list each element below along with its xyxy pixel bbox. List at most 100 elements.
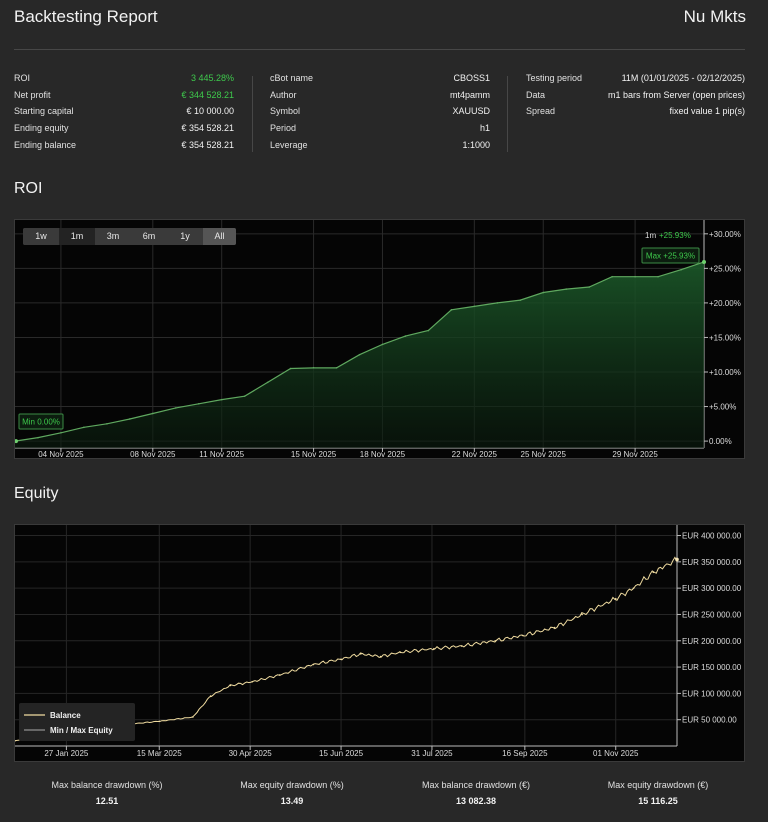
- roi-x-tick-label: 18 Nov 2025: [360, 450, 406, 458]
- roi-x-tick-label: 22 Nov 2025: [452, 450, 498, 458]
- equity-section-title: Equity: [14, 485, 59, 502]
- roi-point: [312, 367, 315, 369]
- equity-x-tick-label: 30 Apr 2025: [229, 749, 273, 758]
- setting-stat-value: 11M (01/01/2025 - 02/12/2025): [621, 73, 745, 84]
- perf-stat-row: Ending equity € 354 528.21: [14, 120, 234, 137]
- brand-name: Nu Mkts: [683, 7, 746, 26]
- roi-x-tick-label: 15 Nov 2025: [291, 450, 337, 458]
- perf-stat-row: Ending balance € 354 528.21: [14, 136, 234, 153]
- drawdown-label: Max equity drawdown (%): [240, 780, 344, 790]
- roi-point: [60, 432, 62, 434]
- equity-y-tick-label: EUR 200 000.00: [682, 637, 742, 646]
- setting-stat-value: fixed value 1 pip(s): [669, 106, 745, 117]
- equity-chart-svg: EUR 400 000.00 EUR 350 000.00 EUR 300 000.…: [15, 525, 742, 758]
- setting-stat-row: Data m1 bars from Server (open prices): [526, 87, 745, 104]
- roi-point: [680, 268, 682, 271]
- balance-point: [494, 639, 496, 642]
- roi-point: [266, 381, 269, 384]
- setting-stat-label: Spread: [526, 106, 556, 117]
- drawdown-label: Max balance drawdown (%): [51, 780, 163, 790]
- roi-min-label-box: [18, 413, 64, 430]
- balance-point: [632, 587, 635, 589]
- perf-stat-label: ROI: [14, 73, 31, 84]
- perf-stat-value: € 354 528.21: [181, 139, 234, 150]
- bot-stat-value: CBOSS1: [453, 73, 490, 84]
- bot-stat-row: Period h1: [270, 120, 490, 137]
- balance-point: [614, 597, 617, 600]
- roi-point: [220, 398, 223, 401]
- perf-stat-label: Net profit: [14, 89, 51, 100]
- roi-point: [37, 436, 39, 439]
- roi-point: [519, 299, 522, 301]
- drawdown-value: 13 082.38: [455, 796, 497, 806]
- roi-point: [106, 423, 108, 425]
- balance-point: [433, 647, 435, 650]
- roi-period-label: 1m: [645, 231, 656, 240]
- drawdown-value: 12.51: [95, 796, 119, 806]
- balance-point: [581, 613, 583, 616]
- bot-stat-row: Author mt4pamm: [270, 87, 490, 104]
- report-title: Backtesting Report: [14, 7, 158, 26]
- roi-point: [657, 275, 659, 278]
- roi-point: [381, 343, 384, 346]
- drawdown-label: Max balance drawdown (€): [421, 780, 531, 790]
- roi-x-tick-label: 11 Nov 2025: [199, 450, 244, 458]
- perf-stat-value: 3 445.28%: [190, 73, 234, 84]
- range-button-3m[interactable]: 3m: [95, 228, 131, 245]
- roi-y-tick-label: +15.00%: [709, 333, 741, 342]
- roi-min-marker: [15, 439, 18, 444]
- roi-point: [197, 402, 200, 405]
- roi-point: [427, 329, 430, 332]
- equity-end-marker: [675, 557, 679, 562]
- balance-point: [360, 653, 362, 655]
- roi-point: [473, 305, 476, 308]
- bot-stat-row: Symbol XAUUSD: [270, 103, 490, 120]
- range-button-1m[interactable]: 1m: [59, 228, 95, 245]
- summary-col-performance: ROI 3 445.28% Net profit € 344 528.21 Starti…: [14, 70, 234, 153]
- summary-col-bot: cBot name CBOSS1 Author mt4pamm Symbol XAUUSD…: [270, 70, 490, 153]
- roi-point: [243, 395, 246, 397]
- bot-stat-label: Period: [270, 123, 297, 134]
- balance-point: [652, 571, 655, 574]
- roi-x-tick-label: 08 Nov 2025: [130, 450, 176, 458]
- balance-point: [15, 739, 16, 742]
- range-button-1y[interactable]: 1y: [167, 228, 203, 245]
- drawdown-stat: Max balance drawdown (%) 12.51: [17, 780, 197, 806]
- balance-point: [460, 645, 463, 647]
- balance-point: [522, 634, 524, 637]
- setting-stat-row: Testing period 11M (01/01/2025 - 02/12/20…: [526, 70, 745, 87]
- roi-max-marker: [702, 259, 706, 264]
- equity-chart[interactable]: EUR 400 000.00 EUR 350 000.00 EUR 300 000.…: [14, 524, 745, 762]
- legend-balance-label: Balance: [50, 711, 81, 720]
- equity-y-tick-label: EUR 250 000.00: [682, 610, 742, 619]
- bot-stat-value: 1:1000: [462, 139, 490, 150]
- balance-point: [279, 674, 281, 676]
- perf-stat-row: Starting capital € 10 000.00: [14, 103, 234, 120]
- roi-max-label-box: [641, 247, 700, 264]
- drawdown-stat: Max equity drawdown (%) 13.49: [202, 780, 382, 806]
- balance-point: [209, 695, 212, 697]
- balance-point: [251, 681, 253, 683]
- roi-y-tick-label: +20.00%: [709, 299, 741, 308]
- summary-divider-1: [252, 76, 253, 152]
- roi-y-tick-label: +30.00%: [709, 230, 741, 239]
- equity-y-tick-label: EUR 150 000.00: [682, 663, 742, 672]
- equity-x-tick-label: 15 Mar 2025: [137, 749, 182, 758]
- balance-point: [379, 655, 382, 658]
- range-button-All[interactable]: All: [203, 228, 236, 245]
- range-button-6m[interactable]: 6m: [131, 228, 167, 245]
- balance-point: [340, 658, 342, 660]
- drawdown-stat: Max equity drawdown (€) 15 116.25: [568, 780, 748, 806]
- roi-y-tick-label: +5.00%: [709, 403, 736, 412]
- equity-y-tick-label: EUR 100 000.00: [682, 689, 742, 698]
- balance-point: [229, 684, 232, 687]
- range-button-1w[interactable]: 1w: [23, 228, 59, 245]
- roi-y-tick-label: 0.00%: [709, 437, 732, 446]
- balance-point: [312, 663, 315, 666]
- roi-min-label: Min 0.00%: [22, 418, 60, 427]
- roi-point: [542, 291, 545, 294]
- setting-stat-row: Spread fixed value 1 pip(s): [526, 103, 745, 120]
- bot-stat-label: Leverage: [270, 139, 308, 150]
- perf-stat-label: Ending balance: [14, 139, 77, 150]
- roi-chart[interactable]: +30.00% +25.00% +20.00% +15.00% +10.00% +5.00…: [14, 219, 745, 459]
